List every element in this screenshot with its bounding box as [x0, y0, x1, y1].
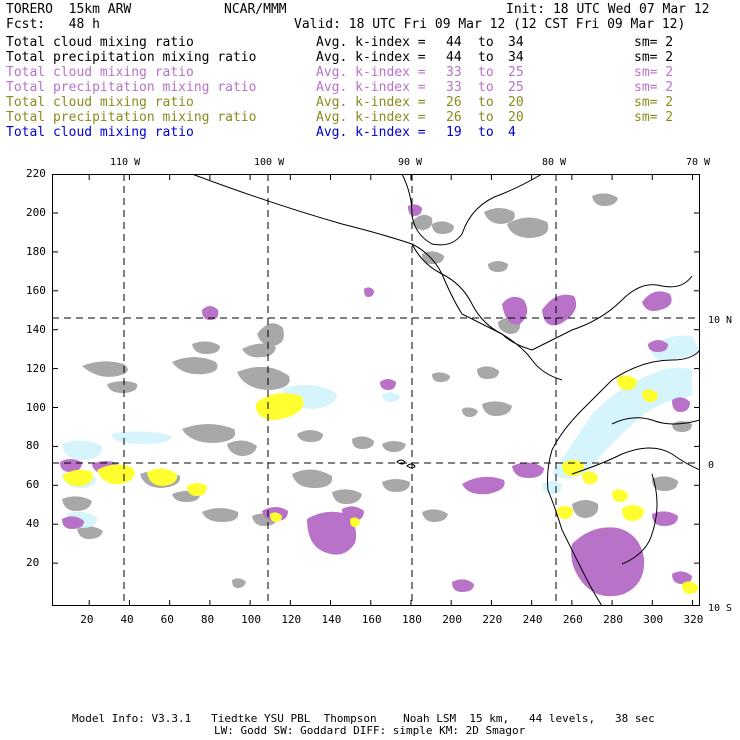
y-tick-label: 20: [26, 556, 40, 570]
legend-field: Total cloud mixing ratio: [6, 65, 194, 80]
yellow-precip-layer: [62, 375, 698, 594]
x-tick-label: 280: [603, 613, 623, 626]
coastline-layer: [191, 174, 700, 606]
x-tick-label: 160: [361, 613, 382, 626]
legend-index-label: Avg. k-index =: [316, 125, 426, 140]
legend-to-word: to: [478, 65, 494, 80]
longitude-label: 90 W: [398, 157, 423, 168]
y-tick-label: 180: [26, 244, 46, 258]
legend-field: Total precipitation mixing ratio: [6, 50, 257, 65]
legend-index-label: Avg. k-index =: [316, 65, 426, 80]
legend-from-value: 26: [446, 110, 462, 125]
y-tick-label: 200: [26, 206, 46, 219]
legend-smoothing: sm= 2: [634, 80, 674, 95]
legend-to-value: 4: [508, 125, 516, 140]
x-tick-label: 200: [442, 613, 463, 626]
legend-to-value: 20: [508, 95, 524, 110]
y-tick-label: 140: [26, 322, 46, 336]
longitude-label: 80 W: [542, 157, 567, 168]
legend-to-word: to: [478, 35, 494, 50]
x-tick-label: 320: [683, 613, 704, 626]
legend-row: Total cloud mixing ratio Avg. k-index = 44…: [6, 35, 731, 50]
legend-index-label: Avg. k-index =: [316, 110, 426, 125]
legend-index-label: Avg. k-index =: [316, 95, 426, 110]
legend-to-value: 34: [508, 35, 524, 50]
graticule: [52, 174, 700, 606]
x-tick-label: 220: [482, 613, 503, 626]
legend-row: Total cloud mixing ratio Avg. k-index = 33…: [6, 65, 731, 80]
model-name: TORERO 15km ARW: [6, 2, 132, 17]
legend-to-value: 25: [508, 65, 524, 80]
x-tick-label: 100: [241, 613, 261, 626]
map-frame: [52, 174, 700, 606]
legend-to-value: 34: [508, 50, 524, 65]
legend-field: Total cloud mixing ratio: [6, 95, 194, 110]
valid-time: Valid: 18 UTC Fri 09 Mar 12 (12 CST Fri …: [294, 17, 686, 32]
legend-to-word: to: [478, 50, 494, 65]
x-tick-label: 300: [643, 613, 664, 626]
legend-to-word: to: [478, 125, 494, 140]
precipitation-map: [52, 174, 700, 606]
legend-field: Total precipitation mixing ratio: [6, 110, 257, 125]
legend-smoothing: sm= 2: [634, 95, 674, 110]
y-tick-label: 100: [26, 400, 46, 414]
latitude-label: 10 S: [708, 603, 733, 614]
legend-from-value: 33: [446, 80, 462, 95]
legend-from-value: 44: [446, 50, 462, 65]
longitude-label: 100 W: [254, 157, 285, 168]
legend-row: Total precipitation mixing ratio Avg. k-i…: [6, 80, 731, 95]
forecast-hour: Fcst: 48 h: [6, 17, 100, 32]
legend-to-word: to: [478, 95, 494, 110]
legend-smoothing: sm= 2: [634, 35, 674, 50]
legend-row: Total precipitation mixing ratio Avg. k-i…: [6, 50, 731, 65]
model-info-line1: Model Info: V3.3.1 Tiedtke YSU PBL Thomp…: [72, 712, 655, 725]
legend-row: Total cloud mixing ratio Avg. k-index = 26…: [6, 95, 731, 110]
y-tick-label: 160: [26, 283, 46, 297]
y-tick-label: 60: [26, 478, 40, 492]
legend-from-value: 44: [446, 35, 462, 50]
legend-to-word: to: [478, 110, 494, 125]
model-info-line2: LW: Godd SW: Goddard DIFF: simple KM: 2D…: [214, 724, 526, 737]
x-tick-label: 20: [80, 613, 94, 626]
x-tick-label: 180: [401, 613, 422, 626]
legend-to-value: 25: [508, 80, 524, 95]
x-tick-label: 260: [562, 613, 583, 626]
legend-from-value: 19: [446, 125, 462, 140]
legend-index-label: Avg. k-index =: [316, 35, 426, 50]
legend-smoothing: sm= 2: [634, 65, 674, 80]
longitude-label: 110 W: [110, 157, 141, 168]
x-tick-label: 140: [321, 613, 342, 626]
y-tick-label: 120: [26, 361, 46, 375]
gray-cloud-layer: [62, 193, 692, 588]
axis-ticks: [52, 174, 700, 606]
legend-to-word: to: [478, 80, 494, 95]
x-tick-label: 240: [522, 613, 543, 626]
organization: NCAR/MMM: [224, 2, 287, 17]
latitude-label: 10 N: [708, 315, 733, 326]
legend-from-value: 33: [446, 65, 462, 80]
x-tick-label: 40: [120, 613, 134, 626]
legend-field: Total cloud mixing ratio: [6, 125, 194, 140]
legend-to-value: 20: [508, 110, 524, 125]
legend-index-label: Avg. k-index =: [316, 80, 426, 95]
y-tick-label: 40: [26, 517, 40, 531]
longitude-label: 70 W: [686, 157, 711, 168]
legend-row: Total cloud mixing ratio Avg. k-index = 19…: [6, 125, 731, 140]
y-tick-label: 220: [26, 167, 46, 181]
legend-index-label: Avg. k-index =: [316, 50, 426, 65]
legend-smoothing: sm= 2: [634, 50, 674, 65]
x-tick-label: 80: [200, 613, 215, 626]
init-time: Init: 18 UTC Wed 07 Mar 12: [506, 2, 710, 17]
legend-from-value: 26: [446, 95, 462, 110]
legend-smoothing: sm= 2: [634, 110, 674, 125]
latitude-label: 0: [708, 460, 715, 471]
legend-field: Total cloud mixing ratio: [6, 35, 194, 50]
legend-row: Total precipitation mixing ratio Avg. k-i…: [6, 110, 731, 125]
y-tick-label: 80: [26, 439, 40, 453]
x-tick-label: 60: [160, 613, 174, 626]
x-tick-label: 120: [281, 613, 302, 626]
legend-field: Total precipitation mixing ratio: [6, 80, 257, 95]
